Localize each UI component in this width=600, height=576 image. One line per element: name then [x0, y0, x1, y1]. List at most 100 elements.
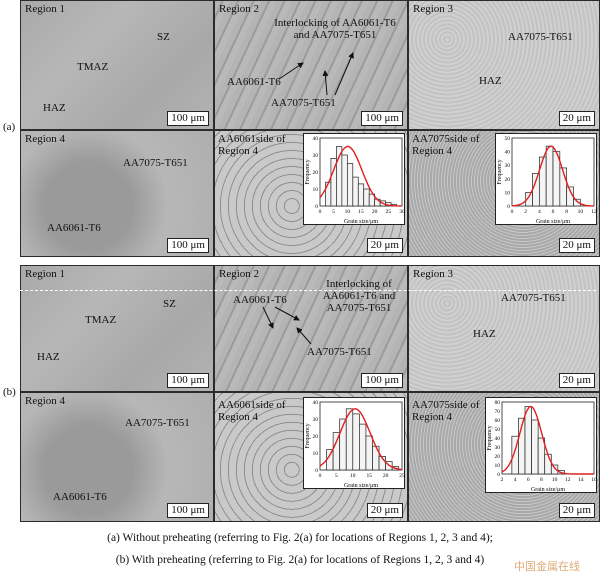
x-tick-label: 0	[511, 209, 514, 215]
histogram-inset: 0 5 10 15 20 25 0 10 20 30 40 Grain size/μm Frequenc…	[303, 397, 405, 489]
y-tick-label: 30	[313, 417, 319, 423]
x-tick-label: 30	[399, 209, 405, 215]
y-tick-label: 20	[505, 177, 511, 183]
x-tick-label: 0	[319, 473, 322, 479]
histogram-bar	[532, 173, 540, 207]
label-aa7075: AA7075-T651	[508, 31, 573, 43]
region-label: Region 4	[25, 133, 66, 145]
scale-bar: 20 μm	[558, 238, 595, 253]
region-label: AA6061side of Region 4	[218, 399, 286, 423]
scale-bar: 100 μm	[167, 503, 209, 518]
region-label: Region 1	[25, 268, 66, 280]
x-tick-label: 5	[335, 473, 338, 479]
region-label: Region 3	[413, 3, 454, 15]
histogram-bar	[524, 406, 532, 475]
scale-bar: 20 μm	[558, 111, 595, 126]
histogram-bar	[537, 437, 546, 475]
scale-bar: 20 μm	[366, 238, 403, 253]
histogram-chart: 0 5 10 15 20 25 30 0 10 20 30 40 Grain size/μm Freque…	[305, 136, 405, 225]
fit-curve	[319, 408, 403, 471]
histogram-bar	[544, 453, 552, 475]
label-aa6061: AA6061-T6	[233, 294, 287, 306]
y-tick-label: 80	[495, 400, 501, 406]
x-tick-label: 16	[591, 477, 597, 483]
histogram-bar	[545, 145, 554, 207]
x-tick-label: 20	[372, 209, 378, 215]
scale-bar: 100 μm	[361, 373, 403, 388]
histogram-inset: 2 4 6 8 10 12 14 16 0 10 20 30 40 50 60 70 80 Grain size/…	[485, 397, 597, 493]
y-tick-label: 40	[313, 400, 319, 406]
label-tmaz: TMAZ	[85, 314, 117, 326]
micrograph-a-region3: Region 3 AA7075-T651 HAZ 20 μm	[408, 0, 600, 130]
micrograph-a-aa6061side: AA6061side of Region 4 0 5 10 15 20 25 30 0 10 20…	[214, 130, 408, 257]
region-label: AA6061side of Region 4	[218, 133, 286, 157]
y-tick-label: 30	[495, 445, 501, 451]
histogram-bar	[538, 156, 547, 207]
x-tick-label: 15	[358, 209, 364, 215]
y-tick-label: 20	[313, 170, 319, 176]
y-tick-label: 0	[507, 204, 510, 210]
label-haz: HAZ	[473, 328, 496, 340]
y-tick-label: 30	[313, 153, 319, 159]
scale-bar: 20 μm	[558, 373, 595, 388]
histogram-bar	[352, 176, 359, 207]
histogram-bar	[531, 419, 539, 475]
histogram-inset: 0 2 4 6 8 10 12 0 10 20 30 40 50 Grain size/μm Frequen…	[495, 133, 597, 225]
x-axis-label: Grain size/μm	[536, 219, 570, 225]
x-axis-label: Grain size/μm	[344, 219, 378, 225]
y-tick-label: 0	[497, 472, 500, 478]
fit-curve	[501, 405, 594, 475]
y-axis-label: Frequency	[487, 425, 493, 450]
label-aa7075: AA7075-T651	[125, 417, 190, 429]
micrograph-b-region1: Region 1 SZ TMAZ HAZ 100 μm	[20, 265, 214, 392]
y-tick-label: 60	[495, 418, 501, 424]
x-tick-label: 15	[366, 473, 372, 479]
micrograph-a-region1: Region 1 SZ TMAZ HAZ 100 μm	[20, 0, 214, 130]
row-label-b: (b)	[3, 386, 16, 398]
label-aa7075: AA7075-T651	[123, 157, 188, 169]
caption-b: (b) With preheating (referring to Fig. 2…	[115, 554, 485, 566]
label-aa7075: AA7075-T651	[307, 346, 372, 358]
micrograph-b-region3: Region 3 AA7075-T651 HAZ 20 μm	[408, 265, 600, 392]
x-tick-label: 25	[386, 209, 392, 215]
histogram-bar	[365, 435, 373, 471]
histogram-inset: 0 5 10 15 20 25 30 0 10 20 30 40 Grain size/μm Freque…	[303, 133, 405, 225]
label-interlocking: Interlocking of AA6061-T6 and AA7075-T65…	[274, 17, 396, 41]
dashed-separator	[20, 290, 596, 291]
region-label: Region 1	[25, 3, 66, 15]
x-axis-label: Grain size/μm	[344, 483, 378, 489]
label-sz: SZ	[163, 298, 176, 310]
x-tick-label: 2	[501, 477, 504, 483]
histogram-chart: 2 4 6 8 10 12 14 16 0 10 20 30 40 50 60 70 80 Grain size/…	[487, 400, 597, 493]
x-tick-label: 10	[552, 477, 558, 483]
y-axis-label: Frequency	[497, 159, 503, 184]
y-tick-label: 30	[505, 163, 511, 169]
y-tick-label: 20	[495, 454, 501, 460]
y-tick-label: 50	[495, 427, 501, 433]
micrograph-b-aa7075side: AA7075side of Region 4 2 4 6 8 10 12 14 16 0 10 20…	[408, 392, 600, 522]
x-tick-label: 14	[578, 477, 584, 483]
micrograph-a-aa7075side: AA7075side of Region 4 0 2 4 6 8 10 12 0 10 20 30 4…	[408, 130, 600, 257]
histogram-bar	[326, 449, 334, 471]
y-tick-label: 0	[315, 468, 318, 474]
fit-curve	[511, 145, 594, 207]
x-axis-label: Grain size/μm	[531, 487, 565, 493]
label-sz: SZ	[157, 31, 170, 43]
y-axis-label: Frequency	[305, 159, 311, 184]
x-tick-label: 10	[345, 209, 351, 215]
scale-bar: 100 μm	[167, 373, 209, 388]
label-interlocking: Interlocking of AA6061-T6 and AA7075-T65…	[322, 278, 396, 314]
label-aa6061: AA6061-T6	[53, 491, 107, 503]
y-tick-label: 40	[505, 150, 511, 156]
histogram-bar	[550, 464, 559, 475]
x-tick-label: 8	[565, 209, 568, 215]
region-label: Region 4	[25, 395, 66, 407]
y-tick-label: 40	[495, 436, 501, 442]
histogram-bar	[363, 188, 370, 207]
scale-bar: 100 μm	[167, 111, 209, 126]
y-axis-label: Frequency	[305, 423, 311, 448]
histogram-bar	[346, 163, 354, 207]
row-label-a: (a)	[3, 121, 16, 133]
label-aa6061: AA6061-T6	[47, 222, 101, 234]
x-tick-label: 20	[383, 473, 389, 479]
